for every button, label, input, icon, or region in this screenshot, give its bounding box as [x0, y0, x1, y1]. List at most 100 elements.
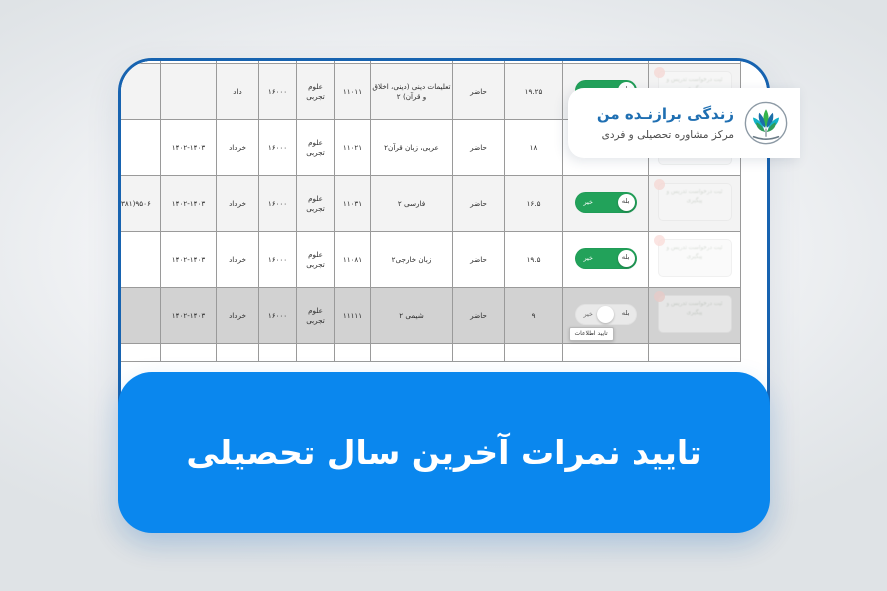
cell-branch: علوم تجربی — [296, 287, 335, 345]
cell-status: حاضر — [452, 119, 505, 177]
cell-course-name: عربی، زبان قرآن۲ — [370, 119, 453, 177]
cell-course-code: ۱۱۰۳۱ — [334, 175, 371, 233]
cell-branch-code: ۱۶۰۰۰ — [258, 175, 297, 233]
confirm-toggle[interactable]: بله خیر — [574, 191, 637, 213]
cell-school-code — [121, 287, 161, 345]
cell-empty — [258, 343, 297, 363]
cell-course-code: ۱۱۰۱۱ — [334, 63, 371, 121]
cell-school-code — [121, 63, 161, 121]
cell-empty — [562, 343, 649, 363]
cell-branch: علوم تجربی — [296, 231, 335, 289]
cell-month: خرداد — [216, 287, 259, 345]
cell-empty — [504, 61, 563, 65]
cell-academic-year — [160, 63, 217, 121]
cell-month: خرداد — [216, 175, 259, 233]
toggle-knob[interactable] — [617, 193, 635, 211]
cell-empty — [258, 61, 297, 65]
cell-school-code: ۹۵۰۶(۳۸۱) — [121, 175, 161, 233]
cell-empty — [121, 343, 161, 363]
notification-dot-icon — [653, 67, 665, 79]
toggle-no-label: خیر — [583, 197, 593, 206]
grades-table-viewport: تجربی ثبت درخواست تدریس و پیگیری بله خیر ۱۹.… — [121, 61, 767, 371]
cell-action: ثبت درخواست تدریس و پیگیری — [648, 231, 741, 289]
toggle-knob[interactable] — [617, 249, 635, 267]
cell-branch: علوم تجربی — [296, 63, 335, 121]
cell-course-code: ۱۱۱۱۱ — [334, 287, 371, 345]
table-row[interactable]: ثبت درخواست تدریس و پیگیری بله خیر ۱۹.۵ حاضر… — [121, 231, 741, 289]
cell-empty — [296, 343, 335, 363]
toggle-knob[interactable] — [596, 305, 614, 323]
cell-course-name: شیمی ۲ — [370, 287, 453, 345]
cell-month: داد — [216, 63, 259, 121]
confirm-toggle[interactable]: بله خیر — [574, 303, 637, 325]
toggle-no-label: خیر — [583, 253, 593, 262]
toggle-yes-label: بله — [621, 253, 630, 262]
brand-logo-badge: زندگی برازنـده من مرکز مشاوره تحصیلی و ف… — [568, 88, 800, 158]
cell-empty — [160, 61, 217, 65]
cell-score: ۱۸ — [504, 119, 563, 177]
cell-school-code — [121, 231, 161, 289]
cell-empty — [648, 343, 741, 363]
toggle-wrapper: بله خیر — [574, 247, 637, 272]
toggle-wrapper: بله خیر تایید اطلاعات — [568, 303, 637, 342]
cell-branch: علوم تجربی — [296, 175, 335, 233]
cell-academic-year: ۱۴۰۲-۱۴۰۳ — [160, 231, 217, 289]
cell-status: حاضر — [452, 175, 505, 233]
cell-action — [648, 61, 741, 65]
cell-academic-year: ۱۴۰۲-۱۴۰۳ — [160, 119, 217, 177]
cell-month: خرداد — [216, 119, 259, 177]
grades-table: تجربی ثبت درخواست تدریس و پیگیری بله خیر ۱۹.… — [121, 61, 741, 363]
cell-school-code — [121, 119, 161, 177]
cell-action: ثبت درخواست تدریس و پیگیری — [648, 287, 741, 345]
cell-empty — [452, 343, 505, 363]
cell-status: حاضر — [452, 231, 505, 289]
cell-empty — [334, 61, 371, 65]
cell-empty — [121, 61, 161, 65]
notification-dot-icon — [653, 291, 665, 303]
cell-empty — [370, 343, 453, 363]
confirm-toggle[interactable]: بله خیر — [574, 247, 637, 269]
cell-action: ثبت درخواست تدریس و پیگیری — [648, 175, 741, 233]
request-card[interactable]: ثبت درخواست تدریس و پیگیری — [653, 291, 732, 334]
cell-empty — [370, 61, 453, 65]
request-card-label: ثبت درخواست تدریس و پیگیری — [666, 301, 723, 317]
cell-empty — [504, 343, 563, 363]
lotus-leaf-icon — [744, 101, 788, 145]
notification-dot-icon — [653, 235, 665, 247]
grades-table-body: تجربی ثبت درخواست تدریس و پیگیری بله خیر ۱۹.… — [121, 61, 741, 363]
cell-empty — [160, 343, 217, 363]
request-card-label: ثبت درخواست تدریس و پیگیری — [666, 189, 723, 205]
cell-score: ۱۶.۵ — [504, 175, 563, 233]
cell-empty — [216, 61, 259, 65]
request-card[interactable]: ثبت درخواست تدریس و پیگیری — [653, 235, 732, 278]
cell-empty — [334, 343, 371, 363]
cell-branch: علوم تجربی — [296, 119, 335, 177]
cell-branch-code: ۱۶۰۰۰ — [258, 287, 297, 345]
cell-branch-code: ۱۶۰۰۰ — [258, 119, 297, 177]
cell-branch: تجربی — [296, 61, 335, 65]
request-card[interactable]: ثبت درخواست تدریس و پیگیری — [653, 179, 732, 222]
toggle-wrapper: بله خیر — [574, 191, 637, 216]
headline-title: تایید نمرات آخرین سال تحصیلی — [186, 433, 702, 472]
cell-empty — [452, 61, 505, 65]
cell-status: حاضر — [452, 287, 505, 345]
confirm-tooltip: تایید اطلاعات — [568, 326, 614, 342]
cell-course-code: ۱۱۰۸۱ — [334, 231, 371, 289]
cell-status: حاضر — [452, 63, 505, 121]
headline-banner: تایید نمرات آخرین سال تحصیلی — [118, 372, 770, 533]
cell-empty — [562, 61, 649, 65]
cell-academic-year: ۱۴۰۲-۱۴۰۳ — [160, 175, 217, 233]
cell-course-code: ۱۱۰۲۱ — [334, 119, 371, 177]
cell-course-name: فارسی ۲ — [370, 175, 453, 233]
cell-course-name: تعلیمات دینی (دینی، اخلاق و قرآن) ۲ — [370, 63, 453, 121]
table-row[interactable]: ثبت درخواست تدریس و پیگیری بله خیر ۱۶.۵ حاضر… — [121, 175, 741, 233]
cell-score: ۹ — [504, 287, 563, 345]
cell-score: ۱۹.۵ — [504, 231, 563, 289]
brand-name: زندگی برازنـده من — [596, 104, 734, 123]
brand-subtitle: مرکز مشاوره تحصیلی و فردی — [601, 129, 734, 142]
notification-dot-icon — [653, 179, 665, 191]
table-row[interactable]: ثبت درخواست تدریس و پیگیری بله خیر تایید اط… — [121, 287, 741, 345]
cell-month: خرداد — [216, 231, 259, 289]
cell-confirm-toggle: بله خیر — [562, 175, 649, 233]
cell-academic-year: ۱۴۰۲-۱۴۰۳ — [160, 287, 217, 345]
